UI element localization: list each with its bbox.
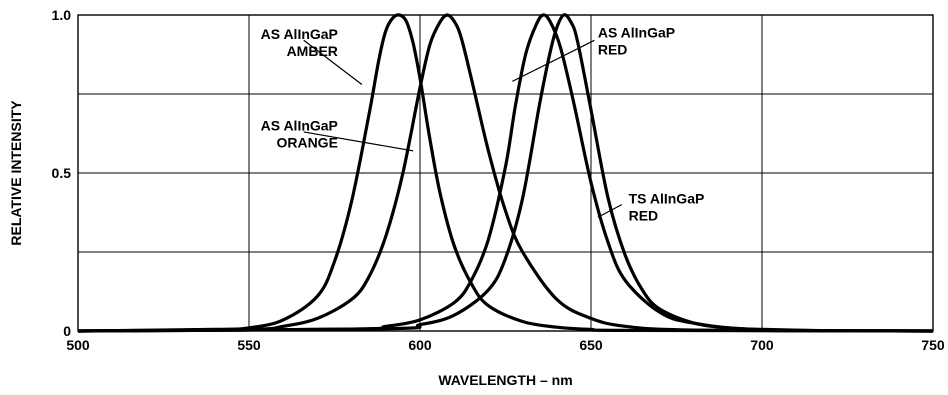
- series-line-as-alingap-amber: [77, 13, 934, 333]
- y-tick-label-0: 0: [63, 323, 71, 339]
- y-axis-title: RELATIVE INTENSITY: [8, 100, 24, 246]
- series-line-as-alingap-red: [77, 13, 934, 333]
- x-tick-label-600: 600: [408, 337, 432, 353]
- leader-line-ts-alingap-red: [597, 204, 623, 218]
- x-tick-label-500: 500: [66, 337, 90, 353]
- series-label-as-alingap-red-line-1: AS AlInGaP: [598, 24, 675, 40]
- plot-frame: [77, 14, 934, 332]
- series-line-as-alingap-orange: [77, 13, 934, 333]
- series-label-as-alingap-orange-line-1: AS AlInGaP: [261, 118, 338, 134]
- series-label-ts-alingap-red-line-1: TS AlInGaP: [629, 190, 705, 206]
- series-label-as-alingap-amber-line-1: AS AlInGaP: [261, 26, 338, 42]
- y-tick-label-1: 1.0: [52, 7, 72, 23]
- x-tick-label-550: 550: [237, 337, 261, 353]
- tick-labels: 500 550 600 650 700 750 0 0.5 1.0: [52, 7, 945, 353]
- x-axis-title: WAVELENGTH – nm: [438, 372, 572, 388]
- series-label-ts-alingap-red-line-2: RED: [629, 207, 659, 223]
- leader-line-as-alingap-red: [512, 39, 595, 82]
- x-tick-label-750: 750: [921, 337, 945, 353]
- leader-line-as-alingap-orange: [303, 131, 414, 152]
- spectral-curves: [77, 13, 934, 333]
- series-line-ts-alingap-red: [77, 13, 934, 333]
- x-tick-label-650: 650: [579, 337, 603, 353]
- series-label-as-alingap-orange-line-2: ORANGE: [276, 135, 337, 151]
- series-label-as-alingap-red-line-2: RED: [598, 41, 628, 57]
- series-label-as-alingap-amber-line-2: AMBER: [287, 43, 338, 59]
- y-tick-label-0.5: 0.5: [52, 165, 72, 181]
- x-tick-label-700: 700: [750, 337, 774, 353]
- leader-line-as-alingap-amber: [303, 39, 363, 85]
